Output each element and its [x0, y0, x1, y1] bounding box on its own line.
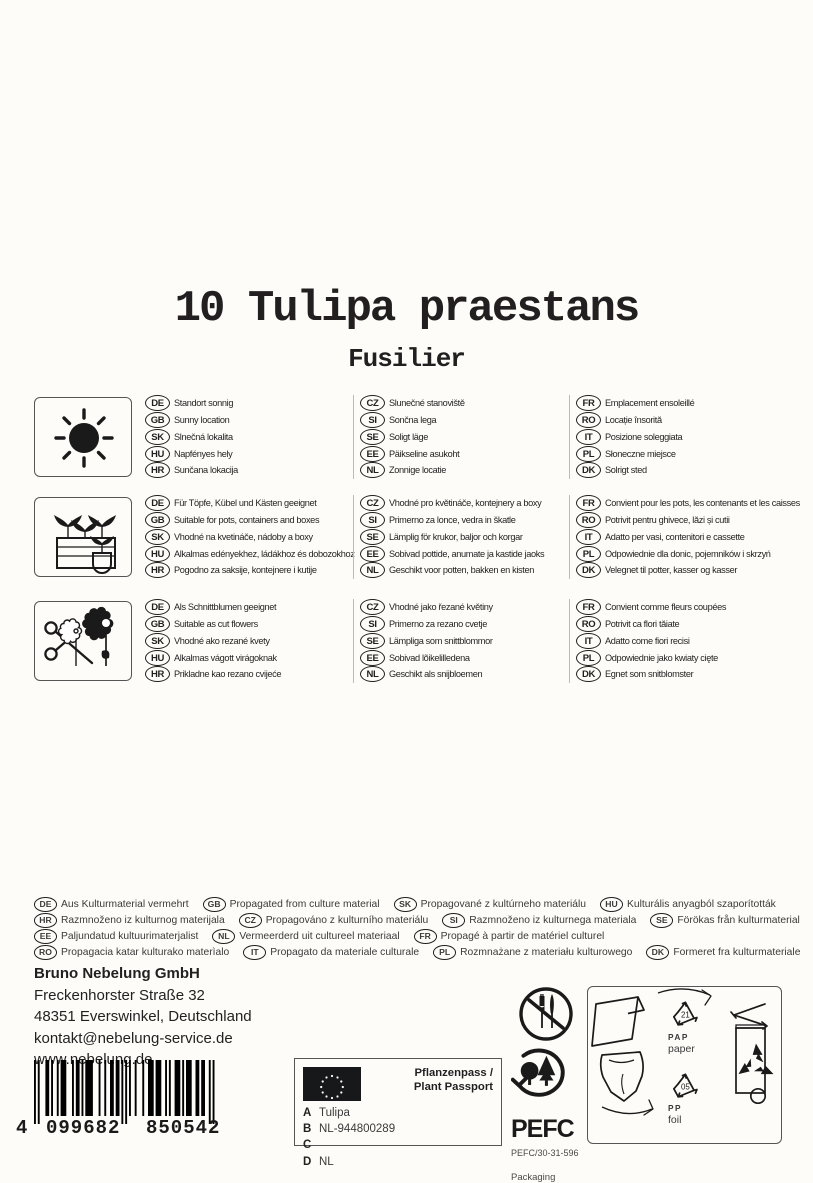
svg-text:paper: paper	[668, 1043, 695, 1055]
svg-text:21: 21	[681, 1011, 690, 1020]
svg-text:PP: PP	[668, 1103, 682, 1113]
svg-text:05: 05	[681, 1083, 690, 1092]
svg-text:foil: foil	[668, 1114, 681, 1126]
svg-text:PAP: PAP	[668, 1032, 689, 1042]
